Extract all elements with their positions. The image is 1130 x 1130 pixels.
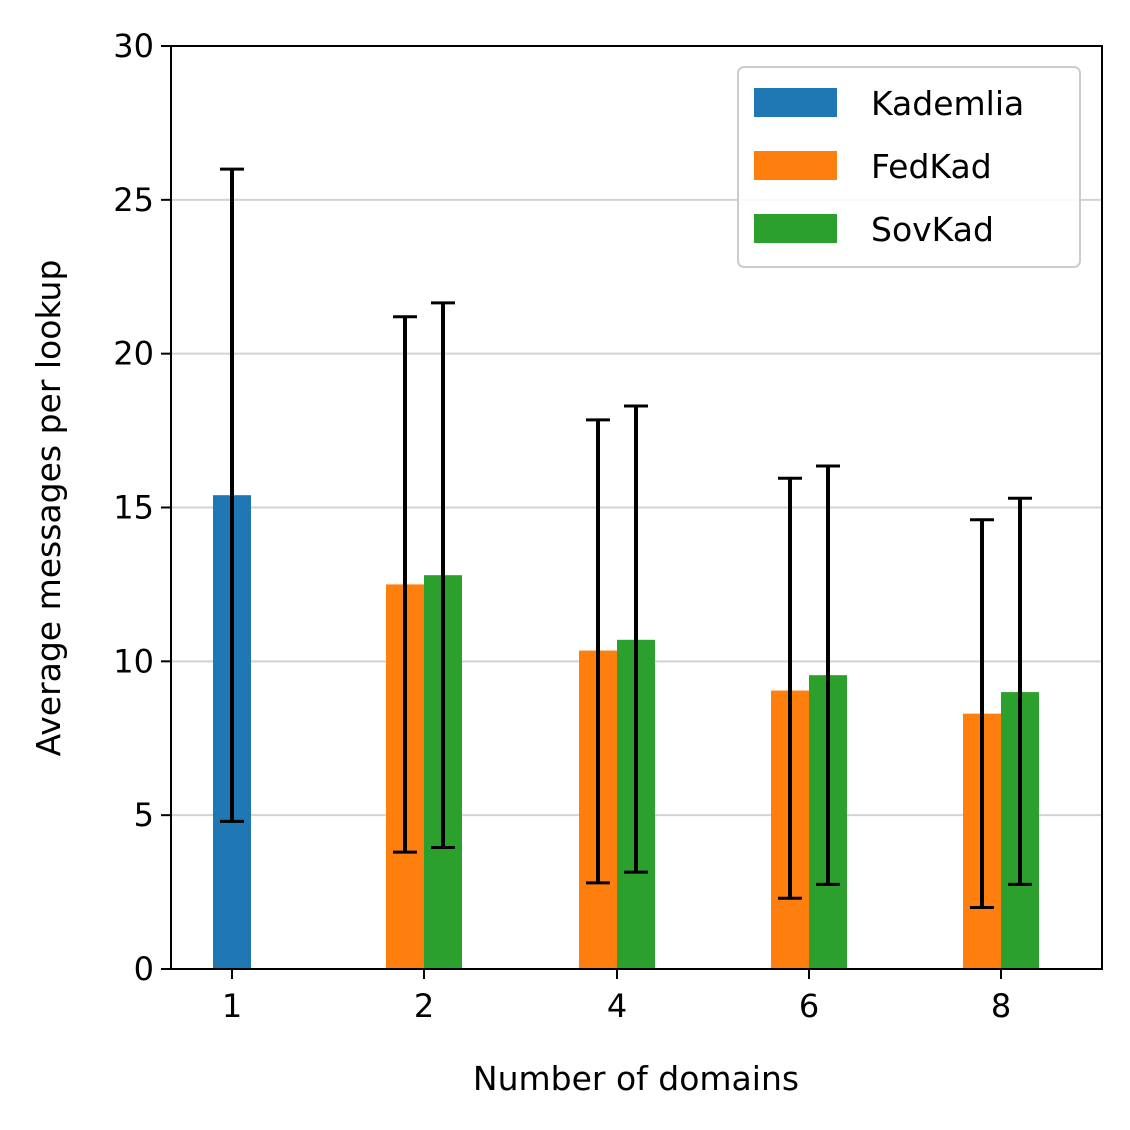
x-tick-label: 6 [799,987,819,1025]
y-tick-label: 5 [134,796,154,834]
x-axis-label: Number of domains [473,1059,799,1098]
x-axis: 1 2 4 6 8 [222,969,1011,1025]
x-tick-label: 2 [414,987,434,1025]
y-tick-label: 0 [134,950,154,988]
legend-label-sovkad: SovKad [871,210,994,249]
y-tick-label: 10 [113,642,154,680]
y-tick-label: 25 [113,181,154,219]
bars [213,495,1039,969]
error-bars [220,167,1032,909]
y-tick-label: 30 [113,27,154,65]
legend-label-fedkad: FedKad [871,147,992,186]
legend: Kademlia FedKad SovKad [737,66,1081,268]
legend-swatch-sovkad [754,214,837,243]
y-axis: 0 5 10 15 20 25 30 [113,27,171,988]
legend-swatch-fedkad [754,151,837,180]
y-tick-label: 20 [113,335,154,373]
legend-swatch-kademlia [754,88,837,117]
x-tick-label: 4 [607,987,627,1025]
x-tick-label: 8 [991,987,1011,1025]
x-tick-label: 1 [222,987,242,1025]
legend-label-kademlia: Kademlia [871,84,1024,123]
y-tick-label: 15 [113,489,154,527]
y-axis-label: Average messages per lookup [29,260,68,757]
